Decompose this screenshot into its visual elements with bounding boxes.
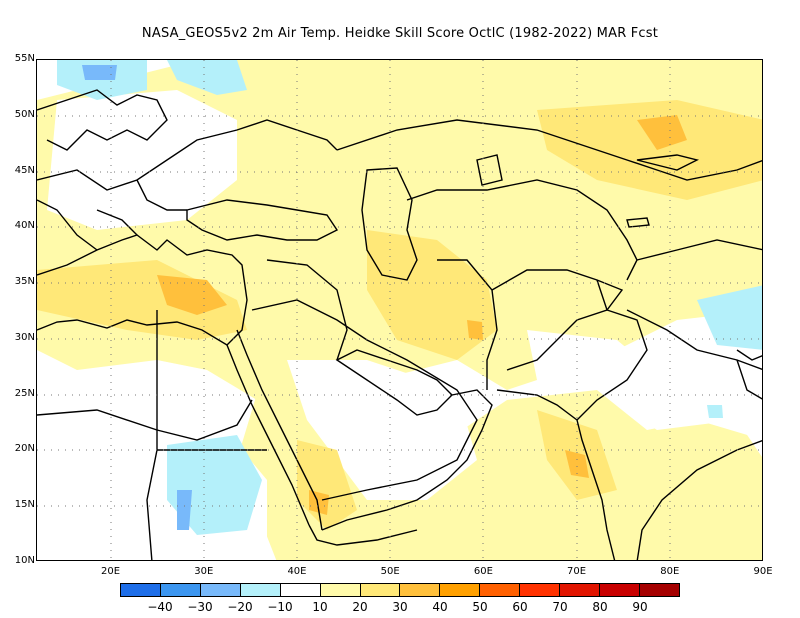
border-africa (37, 399, 253, 441)
border-kazakhstan (336, 119, 762, 181)
border-tibet (626, 309, 762, 371)
colorbar-label: −10 (267, 600, 293, 614)
colorbar-swatch (240, 584, 281, 596)
colorbar-swatch (360, 584, 401, 596)
colorbar-swatch (400, 584, 441, 596)
coastline-red-sea (236, 329, 323, 531)
colorbar-label: −30 (187, 600, 213, 614)
colorbar-swatch (200, 584, 241, 596)
longitude-label: 40E (287, 566, 307, 577)
border-myanmar (736, 359, 762, 400)
coastline-caspian (361, 167, 418, 281)
map-panel (36, 59, 763, 561)
colorbar-swatch (121, 584, 161, 596)
coastline-adriatic (37, 199, 98, 251)
longitude-label: 20E (101, 566, 121, 577)
map-title: NASA_GEOS5v2 2m Air Temp. Heidke Skill S… (141, 26, 659, 41)
colorbar-swatch (480, 584, 521, 596)
latitude-label: 35N (14, 276, 35, 288)
latitude-label: 20N (14, 443, 35, 455)
colorbar-label: 50 (472, 600, 488, 614)
longitude-label: 80E (660, 566, 680, 577)
shade-10-20-south (237, 360, 762, 560)
longitude-label: 60E (473, 566, 493, 577)
colorbar-label: 70 (552, 600, 568, 614)
latitude-label: 15N (14, 499, 35, 511)
colorbar-swatch (320, 584, 361, 596)
border-china (636, 239, 762, 261)
coastline-aral (476, 154, 503, 186)
coastline-red-sea-west (226, 344, 310, 526)
shade-darkblue-baltic (82, 65, 117, 80)
skill-score-shading (37, 60, 762, 560)
border-central-asia (406, 179, 638, 281)
colorbar-swatch (600, 584, 640, 596)
latitude-label: 50N (14, 108, 35, 120)
shade-30-40-syria (157, 275, 227, 315)
colorbar-swatch (560, 584, 601, 596)
colorbar-label: 20 (352, 600, 368, 614)
colorbar-swatch (440, 584, 481, 596)
colorbar-label: 30 (392, 600, 408, 614)
colorbar (120, 583, 680, 597)
latitude-label: 25N (14, 387, 35, 399)
border-ukraine (136, 179, 187, 211)
shade-30-40-india (565, 450, 589, 478)
shade-30-40-russia (637, 115, 687, 150)
coastline-baltic (37, 89, 168, 151)
longitude-label: 30E (194, 566, 214, 577)
border-europe (37, 119, 338, 191)
shade-white-europe (47, 90, 237, 230)
colorbar-label: 40 (432, 600, 448, 614)
latitude-label: 45N (14, 164, 35, 176)
shade-blue-sudan (167, 435, 262, 535)
colorbar-label: −40 (147, 600, 173, 614)
colorbar-label: 80 (592, 600, 608, 614)
shade-20-30-russia (537, 100, 762, 200)
shade-30-40-iran (467, 320, 483, 340)
colorbar-swatch (280, 584, 321, 596)
coastline-mediterranean (37, 234, 248, 346)
colorbar-swatch (639, 584, 679, 596)
shade-30-40-yemen (309, 490, 329, 515)
shade-darkblue-sudan (177, 490, 192, 530)
shade-white-india (527, 330, 762, 440)
longitude-label: 70E (567, 566, 587, 577)
shade-blue-india (707, 405, 723, 418)
border-saudi (251, 299, 478, 501)
colorbar-label: 10 (312, 600, 328, 614)
latitude-label: 10N (14, 555, 35, 566)
border-bangladesh (736, 349, 762, 361)
coastline-arabia-south (321, 389, 493, 531)
shade-20-30-iran (367, 230, 497, 360)
lake-balkhash (636, 154, 700, 171)
latitude-label: 55N (14, 53, 35, 64)
colorbar-label: 60 (512, 600, 528, 614)
longitude-label: 50E (380, 566, 400, 577)
coastline-india-east (636, 439, 762, 560)
latitude-label: 30N (14, 331, 35, 343)
border-afghanistan (491, 269, 624, 371)
coastline-india (496, 389, 616, 560)
longitude-label: 90E (753, 566, 773, 577)
border-sudan (146, 449, 158, 560)
colorbar-label: 90 (632, 600, 648, 614)
shade-blue-russia (167, 60, 247, 95)
latitude-label: 40N (14, 220, 35, 232)
colorbar-label: −20 (227, 600, 253, 614)
lake-issyk (626, 217, 650, 228)
shade-blue-tibet (697, 285, 762, 350)
coastline-black-sea (186, 199, 339, 241)
skill-score-map (37, 60, 762, 560)
border-iraq (266, 259, 348, 361)
colorbar-swatch (520, 584, 561, 596)
coastline-balkans (96, 209, 138, 236)
border-iran-east (437, 259, 498, 390)
border-pakistan (576, 279, 648, 421)
colorbar-swatch (160, 584, 201, 596)
